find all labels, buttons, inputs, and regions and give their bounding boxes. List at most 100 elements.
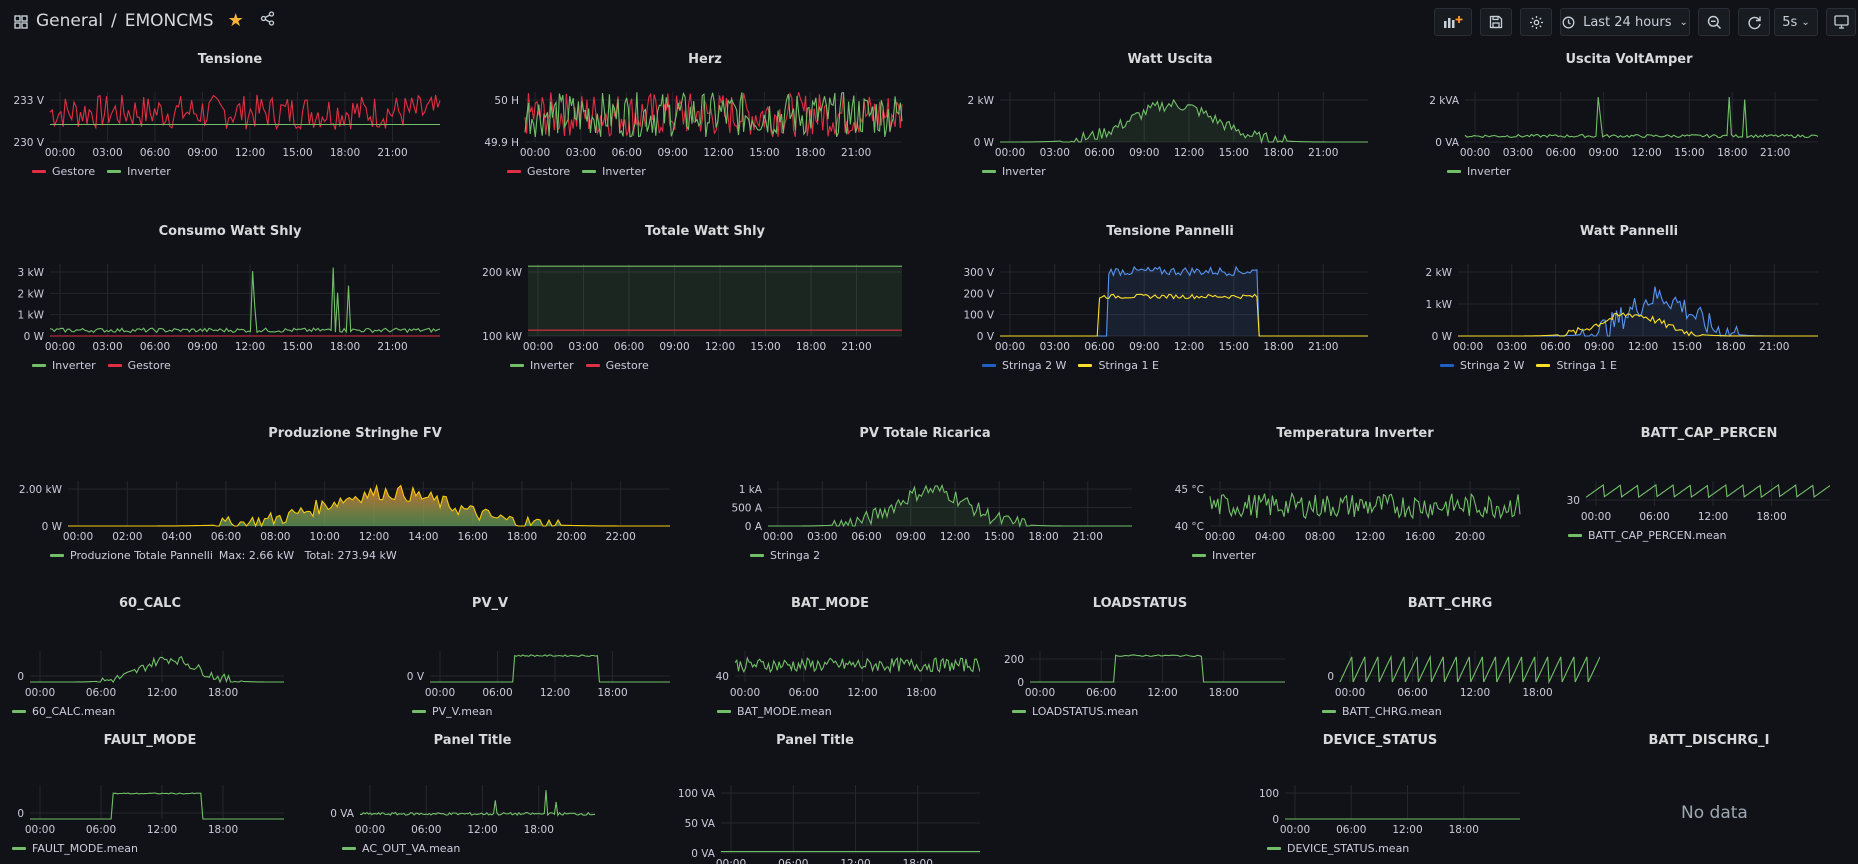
panel-title[interactable]: BATT_CHRG: [1407, 596, 1493, 611]
panel-graph[interactable]: 00:00 06:00 12:00 18:00 100 0: [1230, 733, 1530, 864]
panel-graph[interactable]: 00:00 02:00 04:00 06:00 08:00 10:00 12:00 14:00…: [0, 426, 710, 596]
panel-title[interactable]: FAULT_MODE: [103, 733, 197, 748]
breadcrumb-folder[interactable]: General: [36, 10, 103, 31]
zoom-out-button[interactable]: [1698, 8, 1730, 36]
legend-item[interactable]: PV_V.mean: [412, 705, 492, 718]
panel-p12[interactable]: BATT_CAP_PERCEN 00:00 06:00 12:00 18:00 30 BAT…: [1560, 426, 1858, 596]
panel-p17[interactable]: BATT_CHRG 00:00 06:00 12:00 18:00 0 BATT_CHRG.…: [1300, 596, 1600, 730]
panel-p19[interactable]: Panel Title 00:00 06:00 12:00 18:00 0 VA AC_OU…: [300, 733, 645, 864]
legend-item[interactable]: Inverter: [982, 165, 1046, 178]
tv-mode-button[interactable]: [1826, 8, 1856, 36]
legend-item[interactable]: Gestore: [32, 165, 95, 178]
panel-title[interactable]: BAT_MODE: [791, 596, 869, 611]
legend-item[interactable]: Produzione Totale Pannelli Max: 2.66 kW T…: [50, 549, 397, 562]
panel-graph[interactable]: 00:00 06:00 12:00 18:00 0: [0, 596, 300, 730]
panel-graph[interactable]: 00:00 06:00 12:00 18:00 0 V: [300, 596, 680, 730]
panel-title[interactable]: LOADSTATUS: [1092, 596, 1188, 611]
panel-title[interactable]: Totale Watt Shly: [644, 224, 765, 239]
panel-p3[interactable]: Watt Uscita 00:00 03:00 06:00 09:00 12:00 15:0…: [940, 52, 1400, 212]
panel-p16[interactable]: LOADSTATUS 00:00 06:00 12:00 18:00 200 0 LOADST…: [980, 596, 1300, 730]
dashboard-settings-button[interactable]: [1520, 8, 1552, 36]
legend-item[interactable]: DEVICE_STATUS.mean: [1267, 842, 1409, 855]
panel-title[interactable]: DEVICE_STATUS: [1322, 733, 1438, 748]
legend-item[interactable]: Inverter: [510, 359, 574, 372]
panel-title[interactable]: Temperatura Inverter: [1276, 426, 1434, 441]
dashboards-grid-icon[interactable]: [14, 14, 28, 29]
add-panel-button[interactable]: [1434, 8, 1472, 36]
legend-item[interactable]: Stringa 2 W: [1440, 359, 1524, 372]
panel-graph[interactable]: 00:00 06:00 12:00 18:00 0 VA: [300, 733, 645, 864]
legend-item[interactable]: Inverter: [1192, 549, 1256, 562]
legend-item[interactable]: Gestore: [585, 359, 649, 372]
legend-item[interactable]: Inverter: [582, 165, 646, 178]
panel-p13[interactable]: 60_CALC 00:00 06:00 12:00 18:00 0 60_CALC.mean: [0, 596, 300, 730]
panel-graph[interactable]: 00:00 04:00 08:00 12:00 16:00 20:00 45 °C 40 °C: [1140, 426, 1570, 596]
panel-title[interactable]: PV_V: [471, 596, 509, 611]
legend-item[interactable]: AC_OUT_VA.mean: [342, 842, 460, 855]
panel-title[interactable]: 60_CALC: [118, 596, 182, 611]
panel-title[interactable]: Tensione Pannelli: [1106, 224, 1234, 239]
legend-item[interactable]: 60_CALC.mean: [12, 705, 115, 718]
panel-p21[interactable]: DEVICE_STATUS 00:00 06:00 12:00 18:00 100 0 DEV…: [1230, 733, 1530, 864]
panel-graph[interactable]: 00:00 06:00 12:00 18:00 0: [1300, 596, 1600, 730]
legend-item[interactable]: Stringa 2: [750, 549, 820, 562]
breadcrumb-dashboard[interactable]: EMONCMS: [124, 10, 214, 31]
legend-item[interactable]: Inverter: [1447, 165, 1511, 178]
panel-title[interactable]: Tensione: [197, 52, 263, 67]
refresh-button[interactable]: [1738, 8, 1770, 36]
panel-p14[interactable]: PV_V 00:00 06:00 12:00 18:00 0 V PV_V.mean: [300, 596, 680, 730]
panel-graph[interactable]: 00:00 03:00 06:00 09:00 12:00 15:00 18:00 21:00…: [710, 426, 1140, 596]
legend-item[interactable]: BATT_CAP_PERCEN.mean: [1568, 529, 1727, 542]
panel-p11[interactable]: Temperatura Inverter 00:00 04:00 08:00 12:00…: [1140, 426, 1570, 596]
panel-p20[interactable]: Panel Title 00:00 06:00 12:00 18:00 100 VA 50 …: [645, 733, 985, 864]
panel-graph[interactable]: 00:00 06:00 12:00 18:00 40: [680, 596, 980, 730]
legend-item[interactable]: LOADSTATUS.mean: [1012, 705, 1138, 718]
legend-item[interactable]: Stringa 2 W: [982, 359, 1066, 372]
legend-item[interactable]: Stringa 1 E: [1078, 359, 1159, 372]
panel-title[interactable]: Uscita VoltAmper: [1565, 52, 1693, 67]
panel-title[interactable]: Panel Title: [776, 733, 854, 748]
legend-item[interactable]: BATT_CHRG.mean: [1322, 705, 1442, 718]
panel-p8[interactable]: Watt Pannelli 00:00 03:00 06:00 09:00 12:00 15…: [1400, 224, 1858, 414]
refresh-interval-select[interactable]: 5s ⌄: [1774, 8, 1818, 36]
panel-p4[interactable]: Uscita VoltAmper 00:00 03:00 06:00 09:00 12:0…: [1400, 52, 1858, 212]
share-icon[interactable]: [260, 10, 275, 31]
time-picker-button[interactable]: Last 24 hours ⌄: [1560, 8, 1690, 36]
panel-graph[interactable]: 00:00 03:00 06:00 09:00 12:00 15:00 18:00 21:00…: [470, 224, 940, 414]
panel-title[interactable]: BATT_CAP_PERCEN: [1640, 426, 1778, 441]
panel-graph[interactable]: 00:00 06:00 12:00 18:00 0: [0, 733, 300, 864]
panel-graph[interactable]: 00:00 03:00 06:00 09:00 12:00 15:00 18:00 21:00…: [940, 52, 1400, 212]
legend-item[interactable]: Inverter: [107, 165, 171, 178]
panel-title[interactable]: Watt Uscita: [1127, 52, 1213, 67]
legend-item[interactable]: Gestore: [107, 359, 171, 372]
panel-p7[interactable]: Tensione Pannelli 00:00 03:00 06:00 09:00 12:…: [940, 224, 1400, 414]
panel-graph[interactable]: 00:00 06:00 12:00 18:00 30: [1560, 426, 1858, 596]
panel-graph[interactable]: 00:00 06:00 12:00 18:00 100 VA 50 VA 0 VA: [645, 733, 985, 864]
panel-title[interactable]: Watt Pannelli: [1579, 224, 1679, 239]
panel-graph[interactable]: 00:00 03:00 06:00 09:00 12:00 15:00 18:00 21:00…: [1400, 224, 1858, 414]
star-icon[interactable]: ★: [227, 10, 244, 31]
panel-graph[interactable]: 00:00 03:00 06:00 09:00 12:00 15:00 18:00 21:00…: [0, 224, 460, 414]
panel-title[interactable]: PV Totale Ricarica: [859, 426, 991, 441]
panel-graph[interactable]: 00:00 03:00 06:00 09:00 12:00 15:00 18:00 21:00…: [470, 52, 940, 212]
legend-item[interactable]: BAT_MODE.mean: [717, 705, 832, 718]
panel-title[interactable]: Panel Title: [433, 733, 512, 748]
legend-item[interactable]: FAULT_MODE.mean: [12, 842, 138, 855]
panel-title[interactable]: Herz: [688, 52, 722, 67]
panel-graph[interactable]: 00:00 03:00 06:00 09:00 12:00 15:00 18:00 21:00…: [1400, 52, 1858, 212]
panel-p6[interactable]: Totale Watt Shly 00:00 03:00 06:00 09:00 12:0…: [470, 224, 940, 414]
panel-p18[interactable]: FAULT_MODE 00:00 06:00 12:00 18:00 0 FAULT_MOD…: [0, 733, 300, 864]
panel-title[interactable]: Consumo Watt Shly: [158, 224, 302, 239]
legend-item[interactable]: Inverter: [32, 359, 96, 372]
panel-p22[interactable]: BATT_DISCHRG_I No data: [1560, 733, 1858, 864]
panel-title[interactable]: Produzione Stringhe FV: [268, 426, 442, 441]
panel-title[interactable]: BATT_DISCHRG_I: [1648, 733, 1770, 748]
save-dashboard-button[interactable]: [1480, 8, 1512, 36]
panel-p15[interactable]: BAT_MODE 00:00 06:00 12:00 18:00 40 BAT_MODE.m…: [680, 596, 980, 730]
legend-item[interactable]: Stringa 1 E: [1536, 359, 1617, 372]
panel-p1[interactable]: Tensione 00:00 03:00 06:00 09:00 12:00 15:00 18…: [0, 52, 460, 212]
panel-graph[interactable]: 00:00 03:00 06:00 09:00 12:00 15:00 18:00 21:00…: [940, 224, 1400, 414]
legend-item[interactable]: Gestore: [507, 165, 570, 178]
panel-graph[interactable]: 00:00 03:00 06:00 09:00 12:00 15:00 18:00 21:00…: [0, 52, 460, 212]
panel-p2[interactable]: Herz 00:00 03:00 06:00 09:00 12:00 15:00 18:00 2…: [470, 52, 940, 212]
